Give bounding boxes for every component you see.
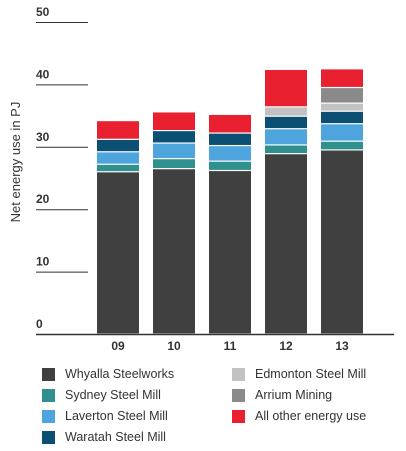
- legend-swatch: [42, 388, 55, 402]
- bar-segment: [209, 171, 251, 334]
- bar-segment: [321, 69, 363, 87]
- x-tick-label: 12: [279, 339, 293, 353]
- y-axis: 0 10 20 30 40 50: [36, 5, 88, 331]
- legend-item-waratah-steel-mill: Waratah Steel Mill: [42, 430, 166, 444]
- legend-swatch: [42, 409, 55, 423]
- bar-segment: [265, 116, 307, 129]
- bar-segment: [265, 145, 307, 154]
- y-tick-label: 10: [36, 255, 50, 269]
- bar-segment: [97, 121, 139, 139]
- legend-label: Waratah Steel Mill: [65, 430, 166, 444]
- bar-segment: [97, 152, 139, 164]
- bar-segment: [321, 88, 363, 103]
- y-tick-label: 0: [36, 317, 43, 331]
- bar-segment: [209, 133, 251, 145]
- x-tick-label: 09: [111, 339, 125, 353]
- legend-item-arrium-mining: Arrium Mining: [232, 388, 332, 402]
- legend-label: Laverton Steel Mill: [65, 409, 168, 423]
- y-axis-title: Net energy use in PJ: [8, 102, 23, 223]
- x-tick-label: 10: [167, 339, 181, 353]
- bar-segment: [321, 141, 363, 150]
- x-tick-label: 11: [224, 339, 237, 353]
- y-tick-label: 30: [36, 130, 50, 144]
- bar-segment: [265, 107, 307, 116]
- legend-label: Edmonton Steel Mill: [255, 367, 367, 381]
- legend-label: Arrium Mining: [255, 388, 333, 402]
- y-tick-label: 40: [36, 67, 50, 81]
- bar-segment: [209, 114, 251, 133]
- bar-segment: [265, 129, 307, 145]
- legend-item-edmonton-steel-mill: Edmonton Steel Mill: [232, 367, 366, 381]
- legend-swatch: [42, 367, 55, 381]
- bar-segment: [97, 172, 139, 334]
- bar-segment: [153, 112, 195, 130]
- legend-item-sydney-steel-mill: Sydney Steel Mill: [42, 388, 161, 402]
- bar-segment: [209, 146, 251, 161]
- x-tick-label: 13: [335, 339, 349, 353]
- legend-label: Whyalla Steelworks: [65, 367, 175, 381]
- bar-segment: [97, 139, 139, 152]
- bar-segment: [153, 159, 195, 169]
- bar-segment: [97, 164, 139, 172]
- bar-segment: [321, 124, 363, 141]
- legend-item-whyalla-steelworks: Whyalla Steelworks: [42, 367, 174, 381]
- x-axis: 09 10 11 12 13: [111, 339, 349, 353]
- bar-segment: [153, 143, 195, 159]
- bar-segment: [321, 150, 363, 334]
- legend-swatch: [232, 367, 245, 381]
- legend-label: Sydney Steel Mill: [65, 388, 161, 402]
- legend-item-laverton-steel-mill: Laverton Steel Mill: [42, 409, 168, 423]
- bar-segment: [265, 154, 307, 334]
- bar-segment: [153, 169, 195, 334]
- y-tick-label: 20: [36, 192, 50, 206]
- y-tick-label: 50: [36, 5, 50, 19]
- bar-area: [97, 69, 363, 334]
- bar-segment: [321, 111, 363, 124]
- legend-item-all-other-energy-use: All other energy use: [232, 409, 366, 423]
- legend-swatch: [232, 388, 245, 402]
- bar-segment: [265, 70, 307, 107]
- bar-segment: [153, 131, 195, 143]
- stacked-bar-chart: 0 10 20 30 40 50 09 10 11 12 13 Net energy use in…: [8, 5, 394, 353]
- legend-label: All other energy use: [255, 409, 367, 423]
- bar-segment: [209, 161, 251, 170]
- legend-swatch: [42, 430, 55, 444]
- bar-segment: [321, 103, 363, 111]
- legend-swatch: [232, 409, 245, 423]
